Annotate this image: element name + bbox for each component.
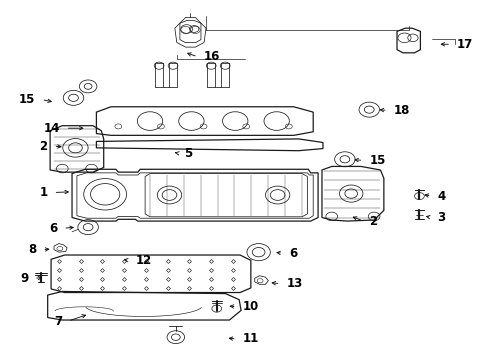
Text: 1: 1 xyxy=(40,186,48,199)
Text: 7: 7 xyxy=(54,315,62,328)
Text: 2: 2 xyxy=(40,140,48,153)
Text: 11: 11 xyxy=(243,333,259,346)
Text: 14: 14 xyxy=(44,122,60,135)
Text: 15: 15 xyxy=(19,93,35,106)
Text: 5: 5 xyxy=(184,147,193,160)
Text: 2: 2 xyxy=(369,215,377,228)
Text: 6: 6 xyxy=(289,247,297,260)
Text: 13: 13 xyxy=(287,277,303,290)
Text: 9: 9 xyxy=(20,272,28,285)
Text: 16: 16 xyxy=(203,50,220,63)
Text: 10: 10 xyxy=(243,300,259,313)
Text: 3: 3 xyxy=(438,211,445,224)
Text: 18: 18 xyxy=(393,104,410,117)
Text: 17: 17 xyxy=(457,38,473,51)
Text: 8: 8 xyxy=(28,243,36,256)
Text: 12: 12 xyxy=(135,254,151,267)
Text: 4: 4 xyxy=(438,190,446,203)
Text: 15: 15 xyxy=(369,154,386,167)
Text: 6: 6 xyxy=(49,222,57,235)
